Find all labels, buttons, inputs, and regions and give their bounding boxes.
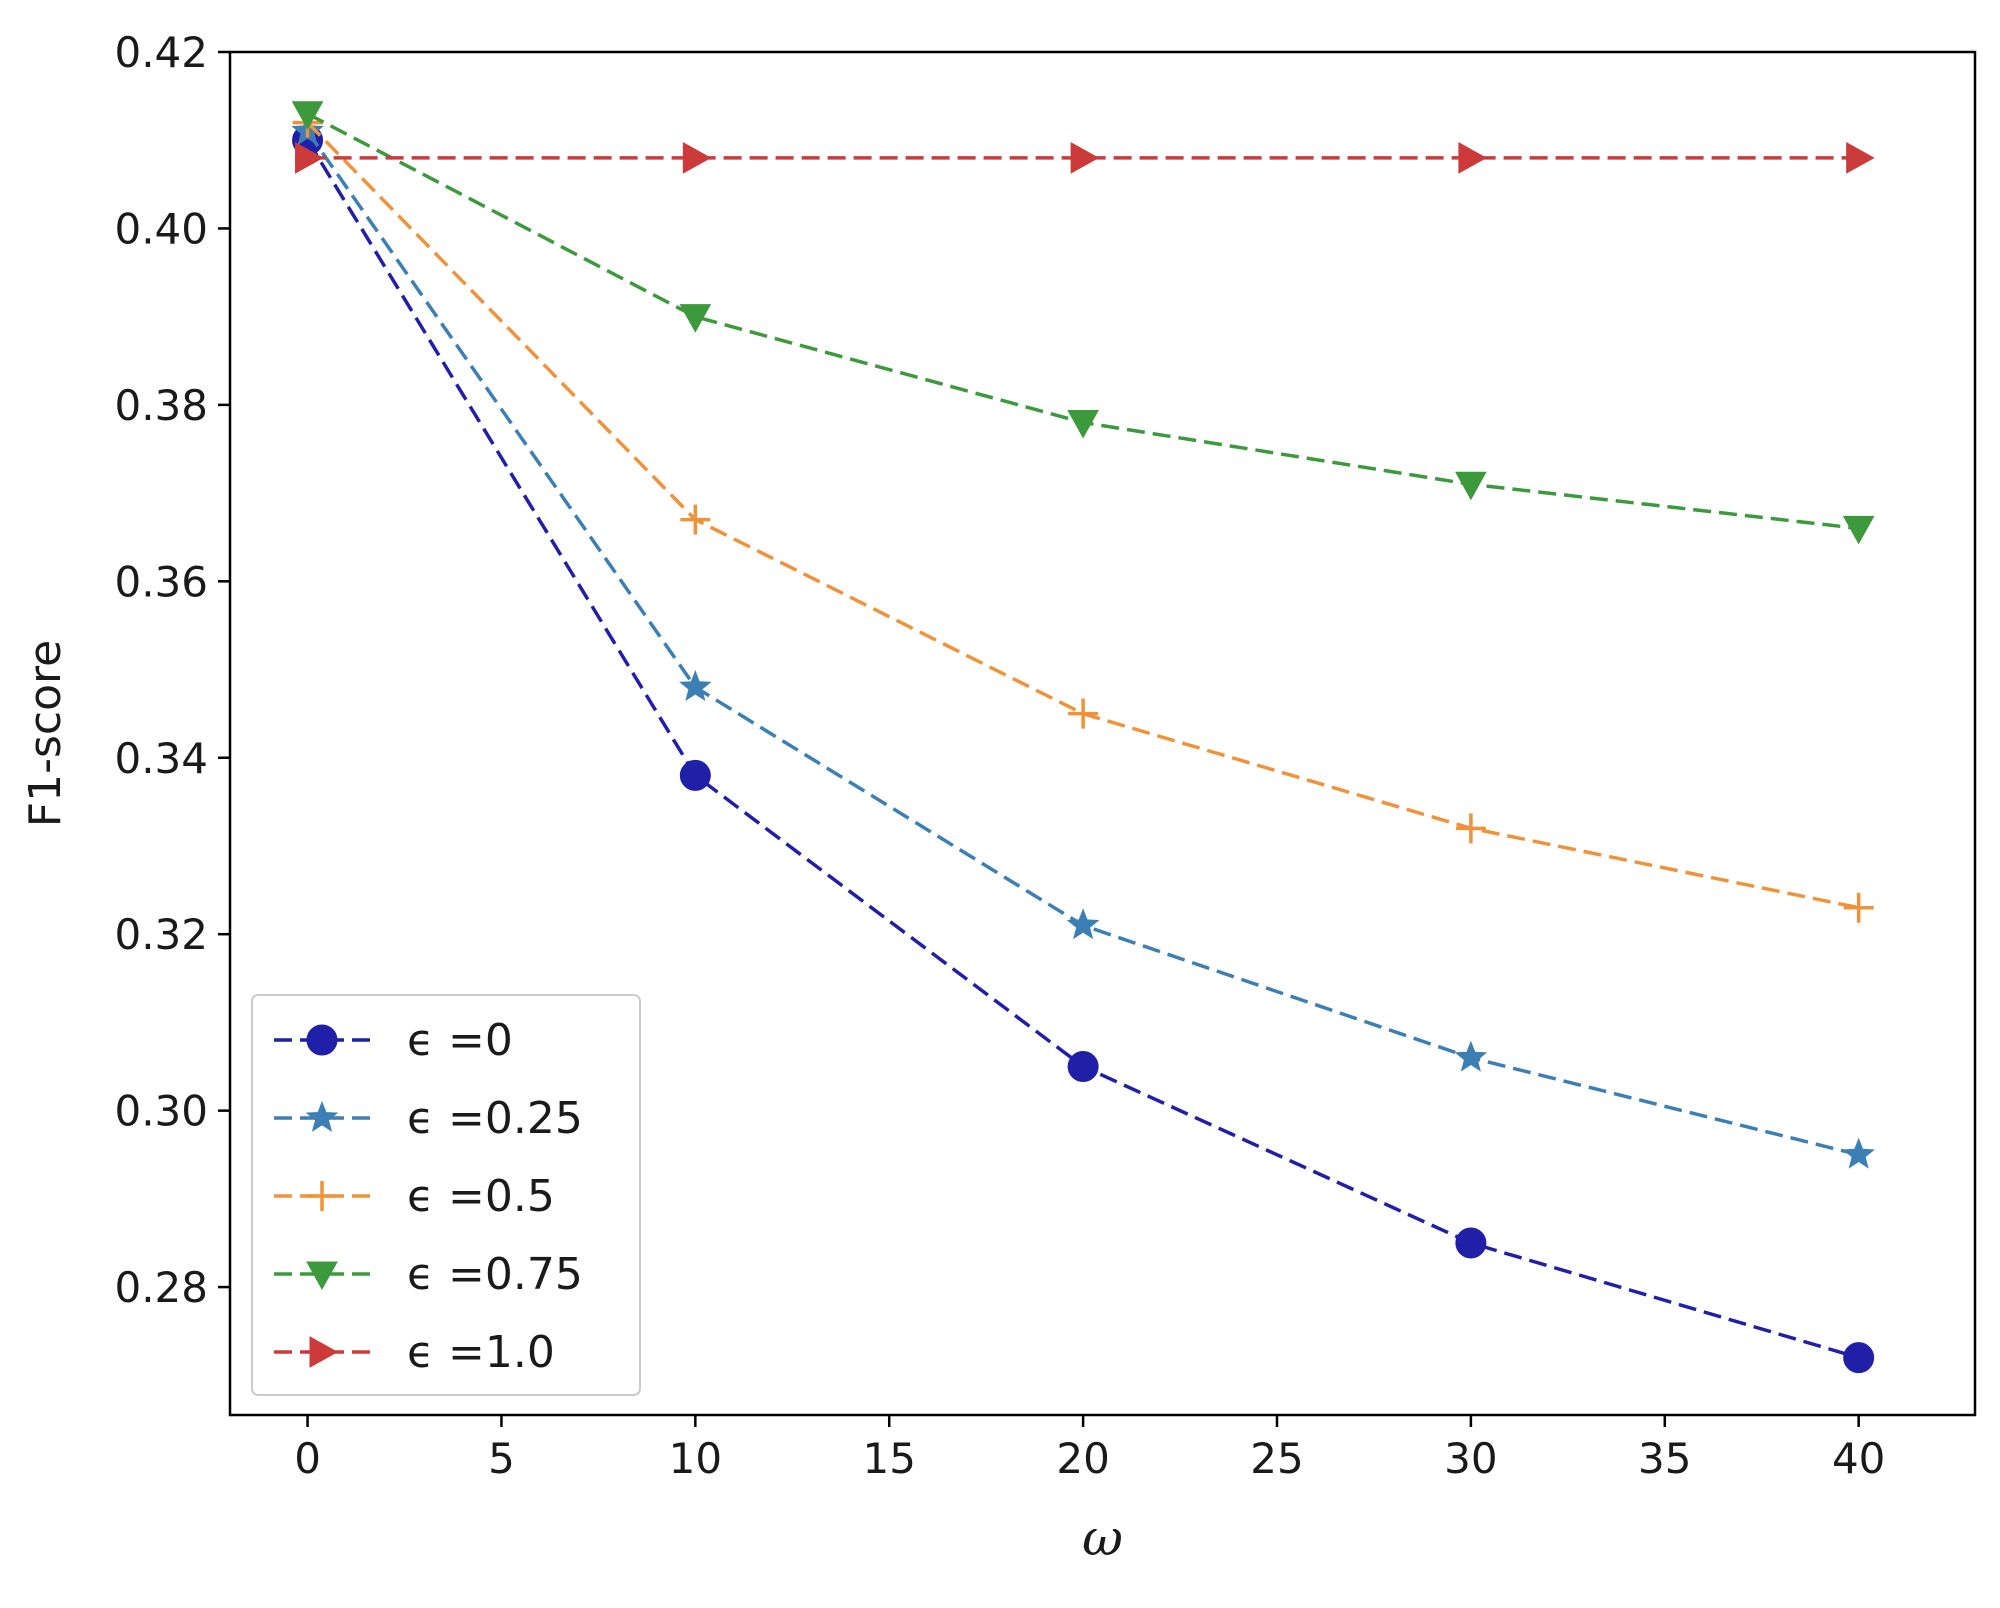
x-tick-label: 35	[1638, 1434, 1691, 1483]
legend: ϵ =0 ϵ =0.25 ϵ =0.5 ϵ =0.75 ϵ =1.0	[251, 994, 641, 1396]
data-point	[1842, 1137, 1875, 1169]
data-point	[679, 670, 712, 702]
legend-item: ϵ =0.75	[274, 1249, 583, 1300]
x-tick-label: 25	[1250, 1434, 1303, 1483]
x-tick-label: 5	[488, 1434, 515, 1483]
data-point	[679, 304, 712, 333]
y-axis-title: F1-score	[20, 640, 71, 827]
legend-item: ϵ =0	[274, 1015, 513, 1066]
legend-marker	[307, 1181, 337, 1211]
series-3	[291, 101, 1875, 545]
x-tick-label: 40	[1832, 1434, 1885, 1483]
data-point	[680, 504, 711, 535]
x-tick-label: 30	[1444, 1434, 1497, 1483]
x-axis: 0 5 10 15 20 25 30 35 40	[294, 1415, 1885, 1483]
legend-label: ϵ =0.5	[407, 1171, 555, 1222]
data-point	[291, 101, 324, 130]
y-tick-label: 0.32	[114, 910, 208, 959]
legend-label: ϵ =0.25	[407, 1093, 583, 1144]
legend-marker	[309, 1336, 339, 1368]
y-tick-label: 0.36	[114, 557, 208, 606]
legend-label: ϵ =0.75	[407, 1249, 583, 1300]
legend-label: ϵ =0	[407, 1015, 513, 1066]
data-point	[1843, 892, 1874, 923]
series-4	[295, 142, 1875, 174]
data-point	[1067, 1051, 1099, 1083]
data-point	[1454, 1040, 1488, 1072]
series-2	[292, 107, 1874, 923]
legend-item: ϵ =0.5	[274, 1171, 555, 1222]
y-tick-label: 0.28	[114, 1263, 208, 1312]
series-layer	[291, 101, 1875, 1374]
y-tick-label: 0.42	[114, 28, 208, 77]
data-point	[1067, 410, 1099, 439]
series-line	[306, 121, 1860, 910]
x-tick-label: 20	[1056, 1434, 1109, 1483]
legend-marker	[306, 1261, 338, 1291]
legend-marker	[306, 1024, 338, 1056]
data-point	[1843, 1342, 1875, 1374]
y-tick-label: 0.38	[114, 381, 208, 430]
y-axis: 0.28 0.30 0.32 0.34 0.36 0.38 0.40 0.42	[114, 28, 230, 1312]
data-point	[1455, 1227, 1487, 1259]
legend-item: ϵ =1.0	[274, 1327, 555, 1378]
y-tick-label: 0.34	[114, 734, 208, 783]
data-point	[679, 759, 711, 791]
x-tick-label: 10	[669, 1434, 722, 1483]
data-point	[295, 142, 324, 174]
data-point	[1455, 813, 1486, 844]
legend-label: ϵ =1.0	[407, 1327, 555, 1378]
data-point	[1458, 142, 1487, 174]
data-point	[1066, 908, 1100, 940]
data-point	[682, 142, 712, 174]
y-tick-label: 0.40	[114, 204, 208, 253]
data-point	[1068, 698, 1099, 729]
data-point	[1846, 142, 1875, 174]
x-tick-label: 15	[862, 1434, 915, 1483]
legend-box	[251, 994, 641, 1396]
data-point	[1842, 515, 1875, 545]
plot-frame	[228, 50, 1977, 1417]
data-point	[1070, 142, 1100, 174]
series-0	[292, 124, 1875, 1374]
data-point	[1455, 471, 1487, 501]
legend-marker	[305, 1100, 339, 1132]
legend-item: ϵ =0.25	[274, 1093, 583, 1144]
x-axis-title: ω	[1082, 1509, 1123, 1567]
x-tick-label: 0	[294, 1434, 321, 1483]
y-tick-label: 0.30	[114, 1087, 208, 1136]
